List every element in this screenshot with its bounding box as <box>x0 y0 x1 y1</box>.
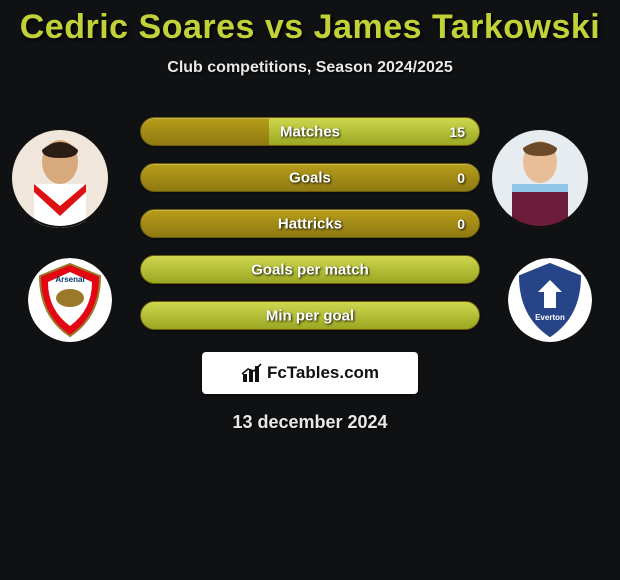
brand-box: FcTables.com <box>202 352 418 394</box>
stat-bar: 0Hattricks <box>140 209 480 238</box>
barchart-icon <box>241 362 263 384</box>
stat-bar: 0Goals <box>140 163 480 192</box>
comparison-card: Cedric Soares vs James Tarkowski Club co… <box>0 0 620 580</box>
player-right-name: James Tarkowski <box>314 8 601 46</box>
date-text: 13 december 2024 <box>0 412 620 433</box>
bar-label: Goals <box>141 169 479 186</box>
bar-fill <box>141 256 479 283</box>
stat-bars: 15Matches0Goals0HattricksGoals per match… <box>140 117 480 330</box>
bar-fill <box>141 302 479 329</box>
stat-bar: 15Matches <box>140 117 480 146</box>
player-left-name: Cedric Soares <box>20 8 255 46</box>
stat-bar: Min per goal <box>140 301 480 330</box>
avatar-player-right <box>490 128 590 228</box>
bar-value-right: 15 <box>449 124 465 140</box>
club-badge-left: Arsenal <box>28 258 112 342</box>
bar-fill-right <box>269 118 479 145</box>
brand-text: FcTables.com <box>267 363 379 383</box>
page-title: Cedric Soares vs James Tarkowski <box>0 0 620 47</box>
stat-bar: Goals per match <box>140 255 480 284</box>
bar-value-right: 0 <box>457 170 465 186</box>
bar-label: Hattricks <box>141 215 479 232</box>
avatar-player-left <box>10 128 110 228</box>
title-vs: vs <box>265 8 304 46</box>
club-badge-right: Everton <box>508 258 592 342</box>
club-right-text: Everton <box>535 313 565 322</box>
bar-value-right: 0 <box>457 216 465 232</box>
club-left-text: Arsenal <box>55 275 84 284</box>
subtitle: Club competitions, Season 2024/2025 <box>0 59 620 77</box>
